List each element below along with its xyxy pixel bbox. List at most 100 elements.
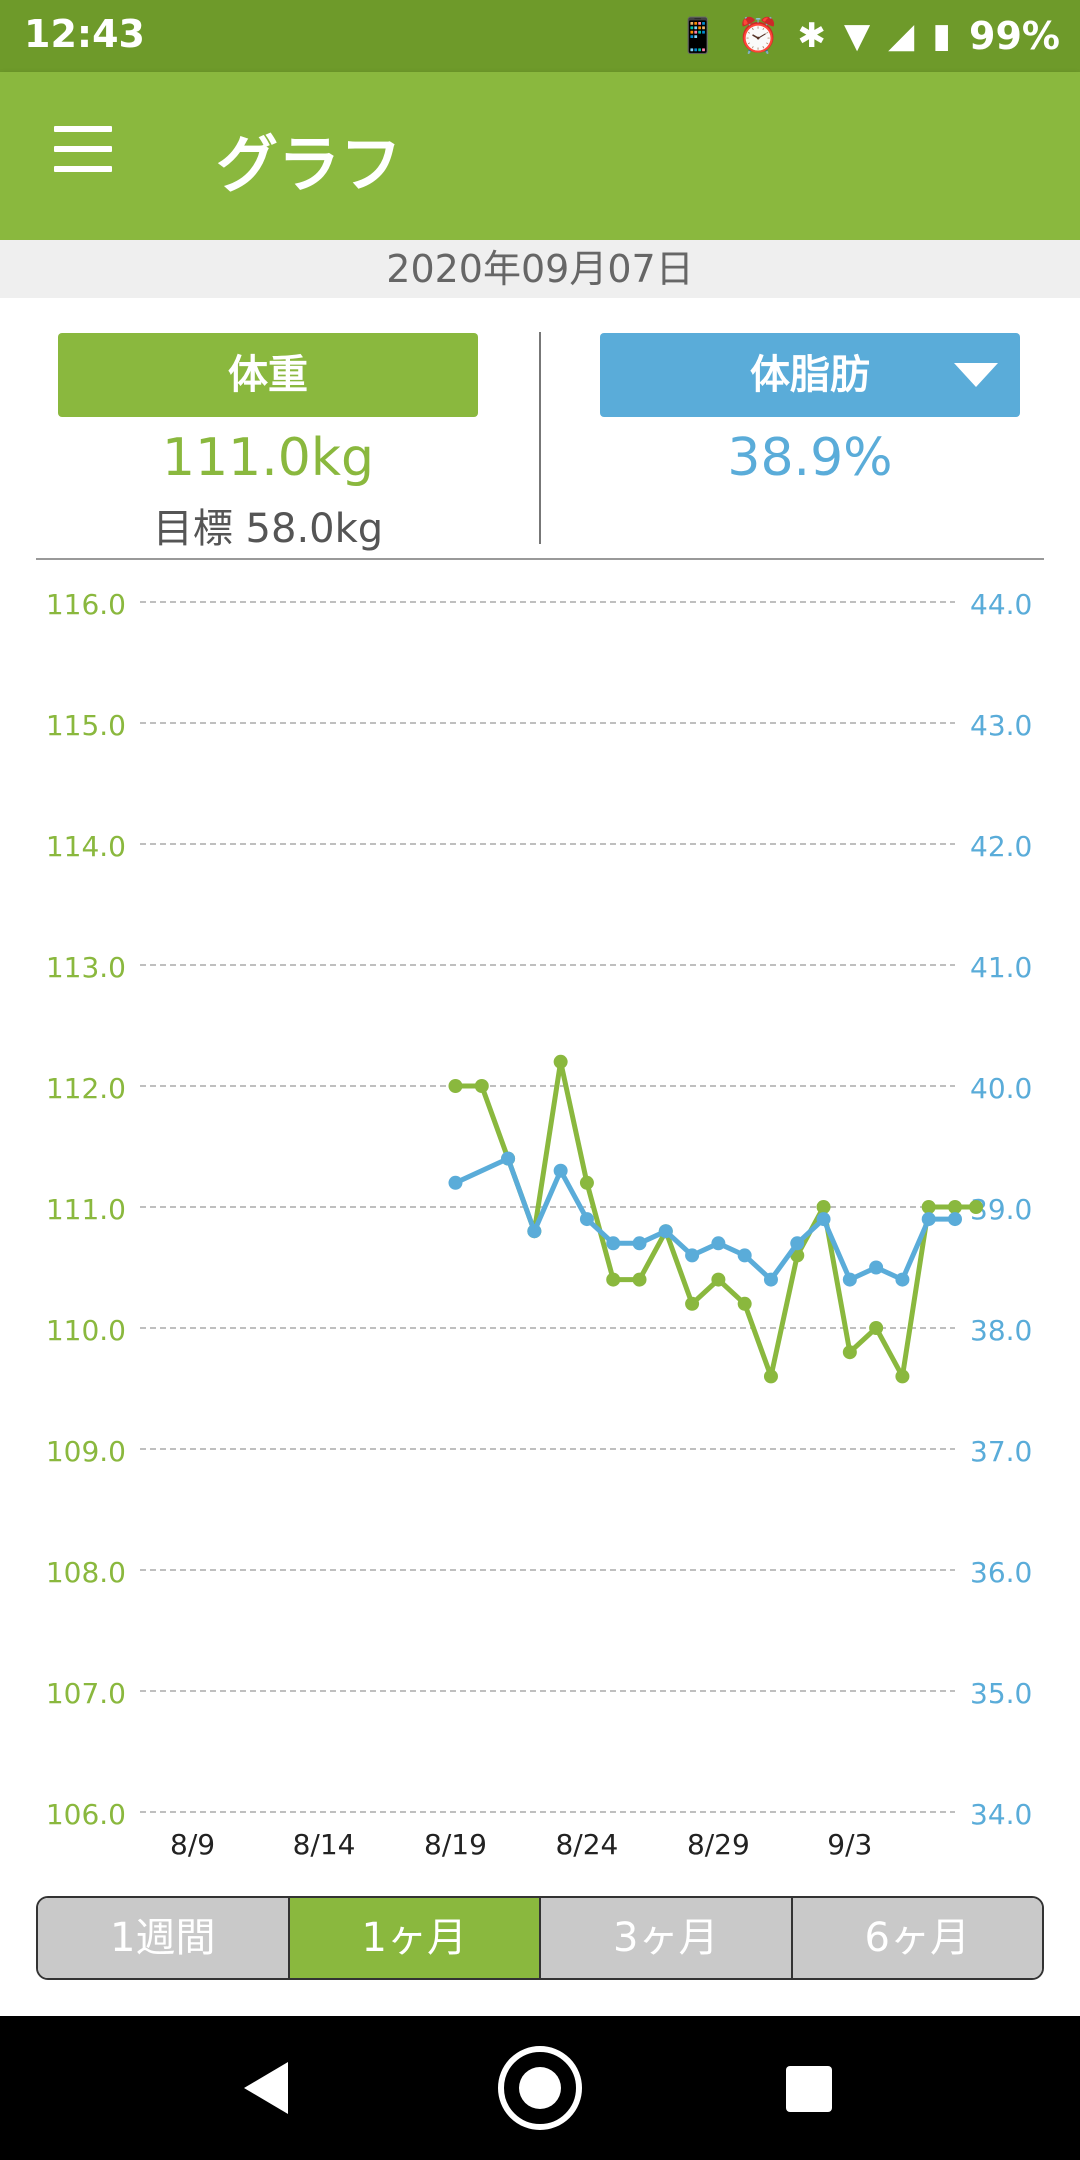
x-axis-tick-label: 8/29 [687,1828,750,1861]
navigation-bar [0,2016,1080,2160]
x-axis-tick-label: 8/14 [293,1828,356,1861]
app-bar: グラフ [0,72,1080,240]
wifi-icon: ▼ [844,16,871,56]
weight-data-point [895,1369,910,1384]
right-axis-tick-label: 36.0 [970,1556,1032,1589]
weight-button[interactable]: 体重 [58,333,478,417]
weight-data-point [842,1345,857,1360]
left-axis-tick-label: 109.0 [46,1435,126,1468]
body-fat-data-point [948,1212,962,1227]
signal-icon: ◢ [888,16,915,56]
left-axis-tick-label: 114.0 [46,830,126,863]
right-axis-tick-label: 35.0 [970,1677,1032,1710]
nfc-icon: 📱 [676,16,720,56]
body-fat-label: 体脂肪 [750,352,870,398]
left-axis-tick-label: 110.0 [46,1314,126,1347]
dropdown-caret-icon [954,363,998,387]
x-axis-tick-label: 8/24 [555,1828,618,1861]
weight-series-line [455,1059,977,1379]
body-fat-data-point [869,1260,884,1275]
body-fat-data-point [553,1163,568,1178]
right-axis-tick-label: 42.0 [970,830,1032,863]
right-axis-tick-label: 41.0 [970,951,1032,984]
left-axis-tick-label: 111.0 [46,1193,126,1226]
x-axis-tick-label: 8/9 [170,1828,215,1861]
page-title: グラフ [216,128,403,201]
left-axis-tick-label: 108.0 [46,1556,126,1589]
weight-data-point [969,1200,984,1214]
body-fat-data-point [790,1236,805,1251]
body-fat-data-point [816,1212,831,1227]
current-date: 2020年09月07日 [0,240,1080,298]
menu-icon[interactable] [54,126,114,186]
weight-data-point [474,1079,489,1093]
weight-data-point [921,1200,936,1214]
right-axis-tick-label: 40.0 [970,1072,1032,1105]
status-time: 12:43 [24,12,145,56]
alarm-icon: ⏰ [737,16,780,56]
body-fat-data-point [895,1272,910,1287]
left-axis-tick-label: 106.0 [46,1798,126,1831]
x-axis-tick-label: 9/3 [827,1828,872,1861]
tab-6-months[interactable]: 6ヶ月 [792,1898,1042,1978]
battery-icon: ▮ [932,16,952,56]
metrics-panel: 体重 111.0kg 目標 58.0kg 体脂肪 38.9% [0,298,1080,560]
chart-svg: 116.0 44.0 115.0 43.0 114.0 42.0 113.0 41.0 112.… [46,588,1033,1861]
weight-fat-chart: 116.0 44.0 115.0 43.0 114.0 42.0 113.0 41.0 112.… [0,560,1080,1880]
status-bar: 12:43 📱 ⏰ ✱ ▼ ◢ ▮ 99% [0,0,1080,72]
right-axis-tick-label: 43.0 [970,709,1032,742]
body-fat-data-point [763,1272,778,1287]
weight-value: 111.0kg [162,428,374,488]
body-fat-data-point [658,1224,673,1239]
weight-data-point [737,1296,752,1311]
weight-data-point [816,1200,831,1214]
left-axis-tick-label: 107.0 [46,1677,126,1710]
right-axis-tick-label: 44.0 [970,588,1032,621]
tab-1-week[interactable]: 1週間 [38,1898,290,1978]
body-fat-data-point [632,1236,647,1251]
home-icon[interactable] [498,2046,582,2130]
body-fat-data-point [842,1272,857,1287]
battery-percent: 99% [969,14,1060,58]
body-fat-series-line [454,1156,955,1283]
body-fat-dropdown[interactable]: 体脂肪 [600,333,1020,417]
weight-data-point [448,1079,463,1093]
left-axis-tick-label: 113.0 [46,951,126,984]
weight-data-point [869,1321,884,1335]
body-fat-data-point [711,1236,726,1251]
weight-data-point [579,1175,594,1190]
body-fat-data-point [921,1212,936,1227]
weight-data-point [711,1272,726,1287]
body-fat-data-point [501,1151,516,1166]
weight-data-point [553,1054,568,1069]
body-fat-data-point [527,1224,542,1239]
body-fat-data-point [579,1212,594,1227]
tab-3-months[interactable]: 3ヶ月 [541,1898,793,1978]
status-icons: 📱 ⏰ ✱ ▼ ◢ ▮ 99% [677,10,1060,62]
body-fat-data-point [737,1248,752,1263]
divider [36,558,1044,560]
back-icon[interactable] [244,2062,288,2114]
tab-1-month[interactable]: 1ヶ月 [289,1898,541,1978]
left-axis-tick-label: 112.0 [46,1072,126,1105]
body-fat-data-point [606,1236,621,1251]
weight-data-point [632,1272,647,1287]
left-axis-tick-label: 116.0 [46,588,126,621]
bluetooth-icon: ✱ [797,16,827,56]
weight-data-point [606,1272,621,1287]
metrics-divider [539,332,541,544]
right-axis-tick-label: 38.0 [970,1314,1032,1347]
weight-data-point [763,1369,778,1384]
body-fat-value: 38.9% [727,428,893,488]
recent-apps-icon[interactable] [786,2066,832,2112]
period-tabs: 1週間 1ヶ月 3ヶ月 6ヶ月 [36,1896,1044,1980]
body-fat-data-point [685,1248,700,1263]
goal-weight: 目標 58.0kg [152,506,384,552]
left-axis-tick-label: 115.0 [46,709,126,742]
weight-data-point [685,1296,700,1311]
x-axis-tick-label: 8/19 [424,1828,487,1861]
weight-data-point [948,1200,962,1214]
body-fat-data-point [448,1175,463,1190]
right-axis-tick-label: 34.0 [970,1798,1032,1831]
right-axis-tick-label: 37.0 [970,1435,1032,1468]
